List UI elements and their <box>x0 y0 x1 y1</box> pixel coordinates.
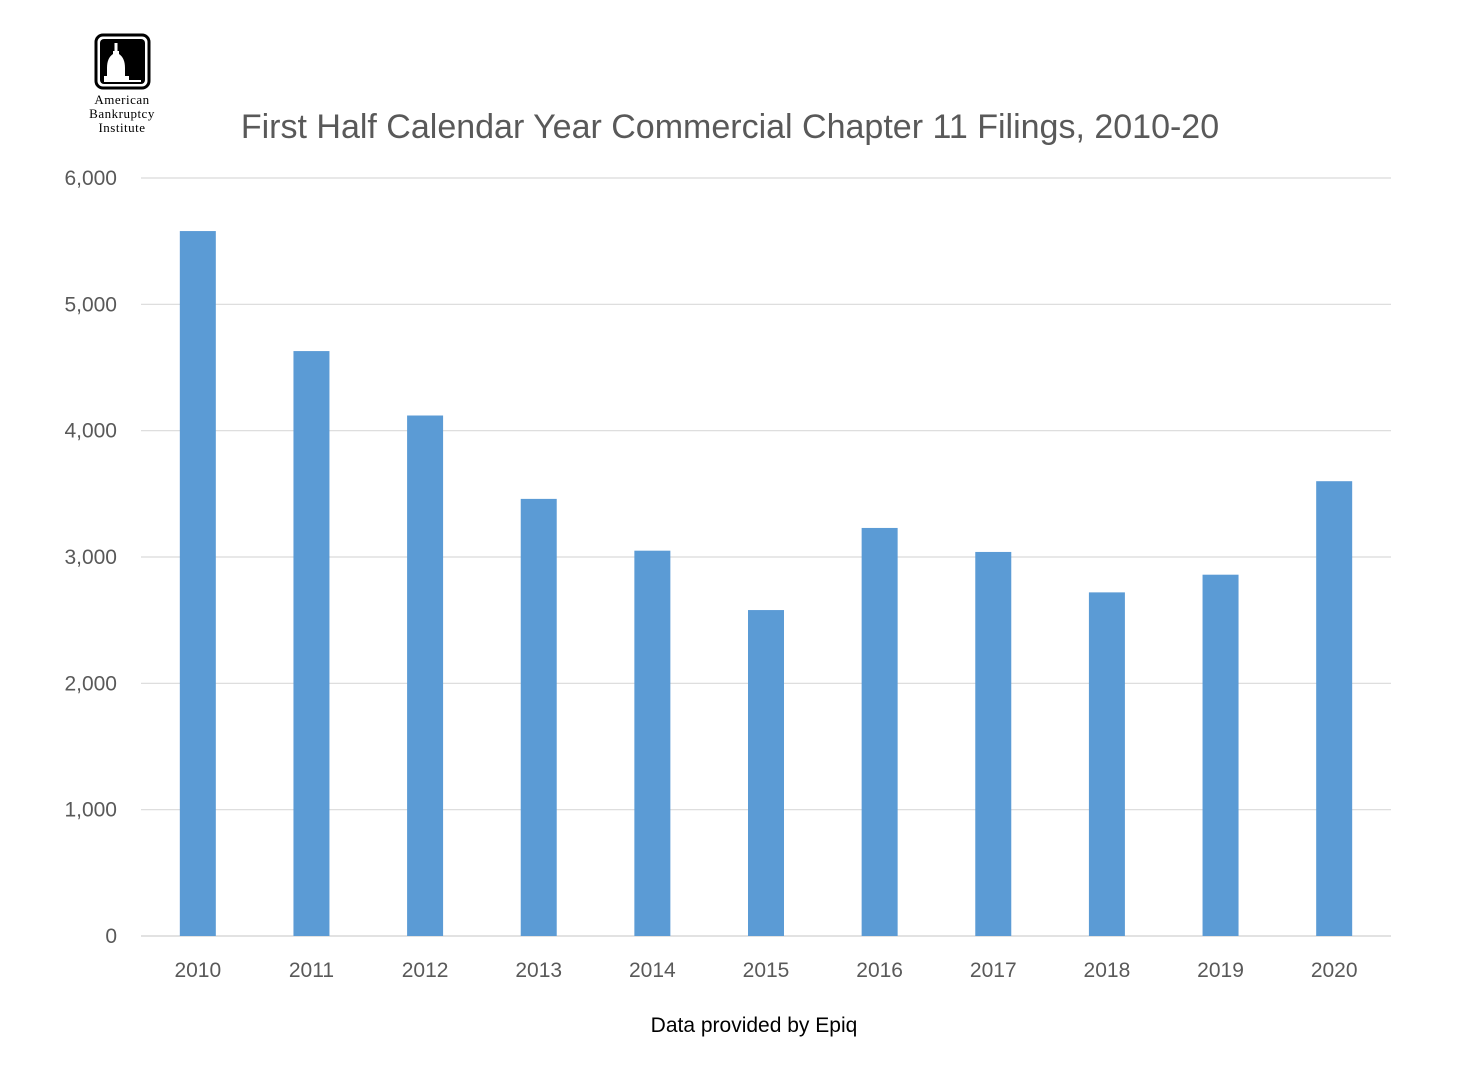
x-tick-label: 2019 <box>1197 959 1244 982</box>
x-tick-label: 2013 <box>515 959 562 982</box>
logo: American Bankruptcy Institute <box>89 33 155 135</box>
x-tick-label: 2018 <box>1084 959 1131 982</box>
x-tick-label: 2017 <box>970 959 1017 982</box>
bar-2020 <box>1316 481 1353 936</box>
logo-text-line: Institute <box>98 120 145 135</box>
bar-2012 <box>407 415 444 936</box>
bar-2016 <box>861 527 898 936</box>
x-axis-labels: 2010 2011 2012 2013 2014 2015 2016 2017 2018 2019… <box>174 959 1357 982</box>
y-tick-label: 2,000 <box>64 672 117 695</box>
logo-text-line: Bankruptcy <box>89 106 155 121</box>
chart-title: First Half Calendar Year Commercial Chap… <box>241 108 1219 146</box>
y-tick-label: 0 <box>105 925 117 948</box>
y-tick-label: 6,000 <box>64 167 117 190</box>
y-tick-label: 4,000 <box>64 420 117 443</box>
capitol-dome-icon <box>94 33 151 90</box>
x-tick-label: 2016 <box>856 959 903 982</box>
x-tick-label: 2014 <box>629 959 676 982</box>
bar-2017 <box>975 551 1012 936</box>
y-tick-label: 3,000 <box>64 546 117 569</box>
x-tick-label: 2012 <box>402 959 449 982</box>
bar-2011 <box>293 351 330 936</box>
logo-text-line: American <box>94 92 149 107</box>
bars <box>179 231 1353 936</box>
y-tick-label: 5,000 <box>64 293 117 316</box>
bar-2015 <box>748 610 784 936</box>
bar-2018 <box>1088 592 1125 936</box>
y-axis-ticks: 0 1,000 2,000 3,000 4,000 5,000 6,000 <box>64 167 117 948</box>
bar-2010 <box>179 231 216 936</box>
x-tick-label: 2020 <box>1311 959 1358 982</box>
y-tick-label: 1,000 <box>64 799 117 822</box>
x-tick-label: 2010 <box>174 959 221 982</box>
bar-2014 <box>634 550 671 936</box>
source-note: Data provided by Epiq <box>651 1014 858 1037</box>
bar-2013 <box>520 498 557 936</box>
x-tick-label: 2015 <box>743 959 790 982</box>
bar-2019 <box>1202 574 1239 936</box>
x-tick-label: 2011 <box>289 959 334 982</box>
